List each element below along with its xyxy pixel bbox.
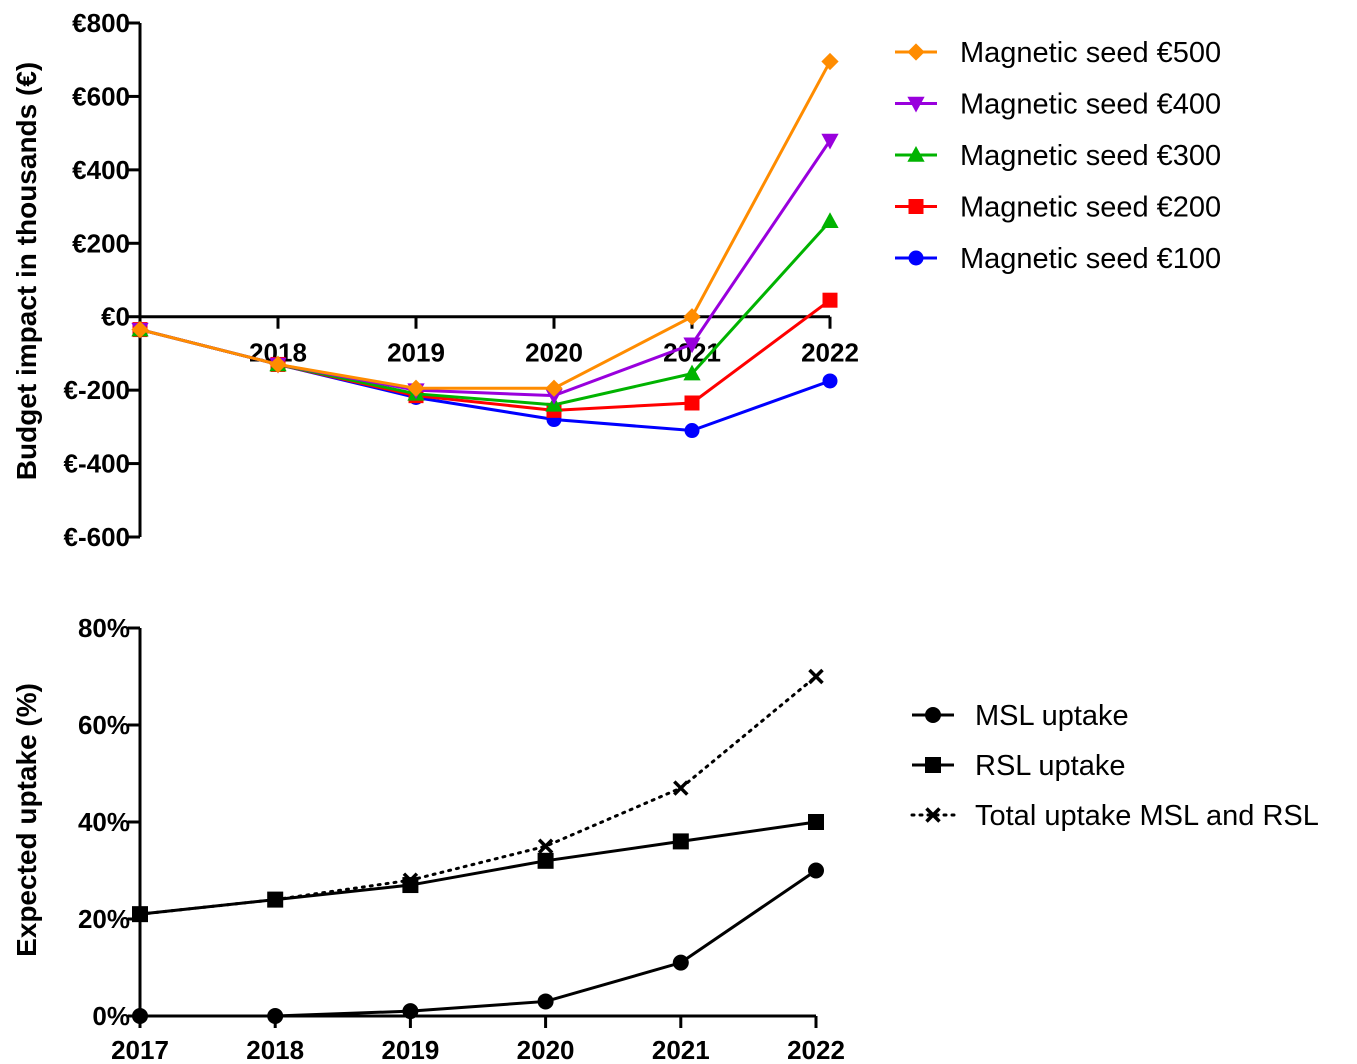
legend-item-msl-uptake: MSL uptake xyxy=(912,700,1129,732)
data-point xyxy=(808,668,824,685)
y-tick-label: €600 xyxy=(72,81,130,111)
series-total-uptake-msl-and-rsl xyxy=(132,668,824,922)
data-point xyxy=(684,395,700,411)
series-magnetic-seed-eur500 xyxy=(131,52,839,397)
series-line xyxy=(139,328,831,433)
series-rsl-uptake xyxy=(132,814,824,923)
legend-item-magnetic-seed-eur200: Magnetic seed €200 xyxy=(895,192,1221,224)
data-point xyxy=(267,891,284,908)
x-tick-label: 2020 xyxy=(525,338,583,368)
legend-marker xyxy=(907,96,925,113)
data-point xyxy=(407,379,425,397)
expected-uptake-chart: 80% 60% 40% 20% 0% 2017 2018 2019 2020 2021 2022 E… xyxy=(11,613,1319,1064)
budget-impact-legend: Magnetic seed €500 Magnetic seed €400 Magn… xyxy=(895,37,1221,275)
y-tick-label: €200 xyxy=(72,228,130,258)
y-tick-label: 0% xyxy=(92,1001,130,1031)
legend-label: Magnetic seed €400 xyxy=(960,89,1221,121)
y-tick-label: €-200 xyxy=(64,375,131,405)
legend-label: Magnetic seed €500 xyxy=(960,37,1221,69)
y-tick-label: €0 xyxy=(101,302,130,332)
x-tick-label: 2018 xyxy=(246,1035,304,1064)
data-point xyxy=(537,852,554,869)
x-tick-label: 2022 xyxy=(787,1035,845,1064)
data-point xyxy=(537,838,554,854)
y-tick-label: 40% xyxy=(78,807,130,837)
data-point xyxy=(545,379,563,397)
legend-item-magnetic-seed-eur400: Magnetic seed €400 xyxy=(895,89,1221,121)
x-tick-label: 2017 xyxy=(111,1035,169,1064)
legend-item-total-uptake-msl-and-rsl: Total uptake MSL and RSL xyxy=(910,800,1319,832)
data-point xyxy=(132,1008,148,1024)
series-line xyxy=(139,139,832,398)
data-point xyxy=(822,373,838,389)
series-line xyxy=(138,675,818,916)
expected-uptake-y-axis-title: Expected uptake (%) xyxy=(11,683,42,957)
budget-impact-series xyxy=(131,52,839,439)
legend-label: Magnetic seed €200 xyxy=(960,192,1221,224)
data-point xyxy=(132,906,148,923)
data-point xyxy=(131,320,149,339)
y-tick-label: 60% xyxy=(78,710,130,740)
series-line xyxy=(139,820,817,916)
series-magnetic-seed-eur100 xyxy=(132,322,838,439)
data-point xyxy=(683,337,701,354)
legend-marker xyxy=(925,807,941,823)
data-point xyxy=(683,364,701,381)
legend-item-magnetic-seed-eur300: Magnetic seed €300 xyxy=(895,140,1221,172)
y-tick-label: 80% xyxy=(78,613,130,643)
data-point xyxy=(821,133,839,150)
y-tick-label: €800 xyxy=(72,8,130,38)
expected-uptake-axes: 80% 60% 40% 20% 0% 2017 2018 2019 2020 2021 2022 xyxy=(78,613,845,1064)
x-tick-label: 2019 xyxy=(387,338,445,368)
legend-label: Magnetic seed €100 xyxy=(960,243,1221,275)
x-tick-label: 2019 xyxy=(381,1035,439,1064)
data-point xyxy=(808,814,824,830)
legend-marker xyxy=(908,199,924,214)
legend-marker xyxy=(907,43,925,61)
legend-marker xyxy=(925,707,941,723)
series-msl-uptake xyxy=(132,862,824,1024)
series-line xyxy=(139,60,832,390)
legend-label: Total uptake MSL and RSL xyxy=(975,800,1319,832)
data-point xyxy=(672,954,689,971)
data-point xyxy=(267,1008,284,1024)
data-point xyxy=(537,993,554,1010)
legend-marker xyxy=(908,250,924,266)
y-tick-label: 20% xyxy=(78,904,130,934)
expected-uptake-series xyxy=(132,668,824,1024)
data-point xyxy=(673,780,689,796)
expected-uptake-legend: MSL uptake RSL uptake Total uptake MSL and… xyxy=(910,700,1319,832)
data-point xyxy=(821,212,839,229)
data-point xyxy=(683,308,701,326)
series-magnetic-seed-eur400 xyxy=(131,133,839,405)
y-tick-label: €400 xyxy=(72,155,130,185)
x-tick-label: 2022 xyxy=(801,338,859,368)
x-tick-label: 2021 xyxy=(652,1035,710,1064)
data-point xyxy=(672,833,689,850)
x-tick-label: 2020 xyxy=(517,1035,575,1064)
data-point xyxy=(269,355,287,374)
data-point xyxy=(822,292,838,308)
legend-marker xyxy=(907,146,925,162)
legend-item-magnetic-seed-eur100: Magnetic seed €100 xyxy=(895,243,1221,275)
y-tick-label: €-600 xyxy=(64,522,131,552)
y-tick-label: €-400 xyxy=(64,449,131,479)
series-line xyxy=(140,869,817,1018)
legend-marker xyxy=(925,757,941,773)
legend-label: MSL uptake xyxy=(975,700,1129,732)
data-point xyxy=(821,52,839,71)
data-point xyxy=(402,877,419,894)
data-point xyxy=(808,862,824,879)
data-point xyxy=(402,1003,419,1020)
legend-label: RSL uptake xyxy=(975,750,1125,782)
legend-item-rsl-uptake: RSL uptake xyxy=(912,750,1125,782)
legend-label: Magnetic seed €300 xyxy=(960,140,1221,172)
budget-impact-y-axis-title: Budget impact in thousands (€) xyxy=(11,62,42,480)
legend-item-magnetic-seed-eur500: Magnetic seed €500 xyxy=(895,37,1221,69)
data-point xyxy=(684,423,700,439)
